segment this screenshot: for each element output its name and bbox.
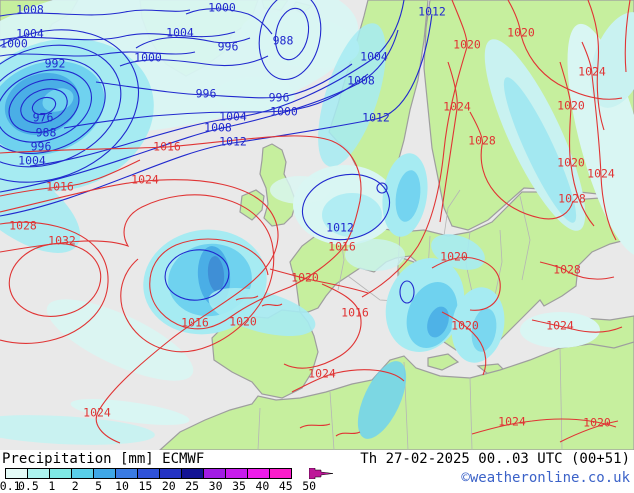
precipitation-scale: [5, 468, 292, 479]
scale-color-box-1: [49, 468, 72, 479]
isobar-label-1004: 1004: [18, 154, 46, 168]
isobar-label-1020: 1020: [557, 156, 585, 170]
weather-map-svg: 1008100410009929769889961004100010041000…: [0, 0, 634, 450]
scale-color-box-5: [93, 468, 116, 479]
isobar-label-1020: 1020: [507, 26, 535, 40]
isobar-high-layer: [0, 0, 631, 444]
isobar-label-1020: 1020: [453, 38, 481, 52]
isobar-label-1024: 1024: [546, 319, 574, 333]
scale-tick-40: 40: [255, 479, 270, 493]
scale-tick-35: 35: [232, 479, 246, 493]
isobar-label-1024: 1024: [83, 406, 111, 420]
isobar-label-1032: 1032: [48, 234, 76, 248]
isobar-label-1004: 1004: [219, 110, 247, 124]
isobar-label-1020: 1020: [291, 271, 319, 285]
isobar-label-1024: 1024: [578, 65, 606, 79]
forecast-datetime: Th 27-02-2025 00..03 UTC (00+51): [360, 451, 630, 467]
isobar-label-996: 996: [269, 91, 290, 105]
isobar-label-1028: 1028: [468, 134, 496, 148]
isobar-label-1024: 1024: [443, 100, 471, 114]
isobar-label-996: 996: [196, 87, 217, 101]
isobar-label-1000: 1000: [134, 51, 162, 65]
isobar-label-1008: 1008: [16, 3, 44, 17]
scale-tick-15: 15: [138, 479, 153, 493]
isobar-label-1020: 1020: [557, 99, 585, 113]
scale-tick-0.5: 0.5: [18, 479, 39, 493]
scale-tick-30: 30: [208, 479, 223, 493]
coast-ireland: [239, 189, 265, 221]
isobar-label-992: 992: [45, 57, 66, 71]
scale-tick-5: 5: [95, 479, 103, 493]
scale-tick-2: 2: [71, 479, 79, 493]
isobar-label-1028: 1028: [558, 192, 586, 206]
isobar-label-976: 976: [33, 111, 54, 125]
copyright-link[interactable]: ©weatheronline.co.uk: [461, 470, 630, 486]
isobar-label-1016: 1016: [328, 240, 356, 254]
scale-color-box-30: [203, 468, 226, 479]
isobar-label-988: 988: [273, 34, 294, 48]
isobar-label-1008: 1008: [204, 121, 232, 135]
weather-map: 1008 1004 1000 992 976 988 996 1004 1000 1004 1000…: [0, 0, 634, 450]
legend-title: Precipitation [mm] ECMWF: [2, 451, 205, 467]
legend-footer: Precipitation [mm] ECMWF Th 27-02-2025 0…: [0, 450, 634, 493]
isobar-label-996: 996: [31, 140, 52, 154]
isobar-label-1020: 1020: [583, 416, 611, 430]
scale-color-box-35: [225, 468, 248, 479]
scale-tick-50: 50: [302, 479, 317, 493]
scale-color-box-20: [159, 468, 182, 479]
isobar-label-1020: 1020: [440, 250, 468, 264]
scale-color-box-0.5: [27, 468, 50, 479]
isobar-label-1020: 1020: [229, 315, 257, 329]
isobar-label-1016: 1016: [341, 306, 369, 320]
isobar-label-1024: 1024: [308, 367, 336, 381]
coast-sicily: [427, 353, 460, 371]
scale-tick-labels: 0.1 0.5 1 2 5 10 15 20 25 30 35 40 45 50: [0, 479, 340, 493]
scale-color-box-0.1: [5, 468, 28, 479]
isobar-label-1004: 1004: [360, 50, 388, 64]
isobar-label-988: 988: [36, 126, 57, 140]
isobar-label-1012: 1012: [362, 111, 390, 125]
scale-tick-1: 1: [48, 479, 56, 493]
precipitation-layer: [0, 0, 634, 445]
isobar-label-1016: 1016: [153, 140, 181, 154]
scale-tick-20: 20: [161, 479, 176, 493]
isobar-label-1028: 1028: [9, 219, 37, 233]
scale-color-box-25: [181, 468, 204, 479]
scale-tick-10: 10: [115, 479, 129, 493]
scale-color-box-10: [115, 468, 138, 479]
scale-color-box-15: [137, 468, 160, 479]
isobar-label-1004: 1004: [166, 26, 194, 40]
isobar-label-1024: 1024: [587, 167, 615, 181]
isobar-label-1000: 1000: [0, 37, 28, 51]
isobar-label-1000: 1000: [270, 105, 298, 119]
isobar-label-1012: 1012: [418, 5, 446, 19]
isobar-low-layer: [0, 0, 433, 304]
scale-color-box-40: [247, 468, 270, 479]
isobar-label-1012: 1012: [326, 221, 354, 235]
isobar-label-1020: 1020: [451, 319, 479, 333]
isobar-labels-layer: 1008100410009929769889961004100010041000…: [0, 1, 615, 430]
scale-color-box-45: [269, 468, 292, 479]
isobar-label-1024: 1024: [131, 173, 159, 187]
scale-tick-25: 25: [185, 479, 200, 493]
scale-arrow-icon: [309, 468, 334, 479]
isobar-label-1024: 1024: [498, 415, 526, 429]
scale-tick-45: 45: [278, 479, 293, 493]
isobar-label-1008: 1008: [347, 74, 375, 88]
isobar-label-1016: 1016: [46, 180, 74, 194]
isobar-label-1000: 1000: [208, 1, 236, 15]
scale-color-box-2: [71, 468, 94, 479]
isobar-label-1016: 1016: [181, 316, 209, 330]
isobar-label-1012: 1012: [219, 135, 247, 149]
isobar-label-1028: 1028: [553, 263, 581, 277]
isobar-label-996: 996: [218, 40, 239, 54]
isobar-label-1004: 1004: [16, 27, 44, 41]
